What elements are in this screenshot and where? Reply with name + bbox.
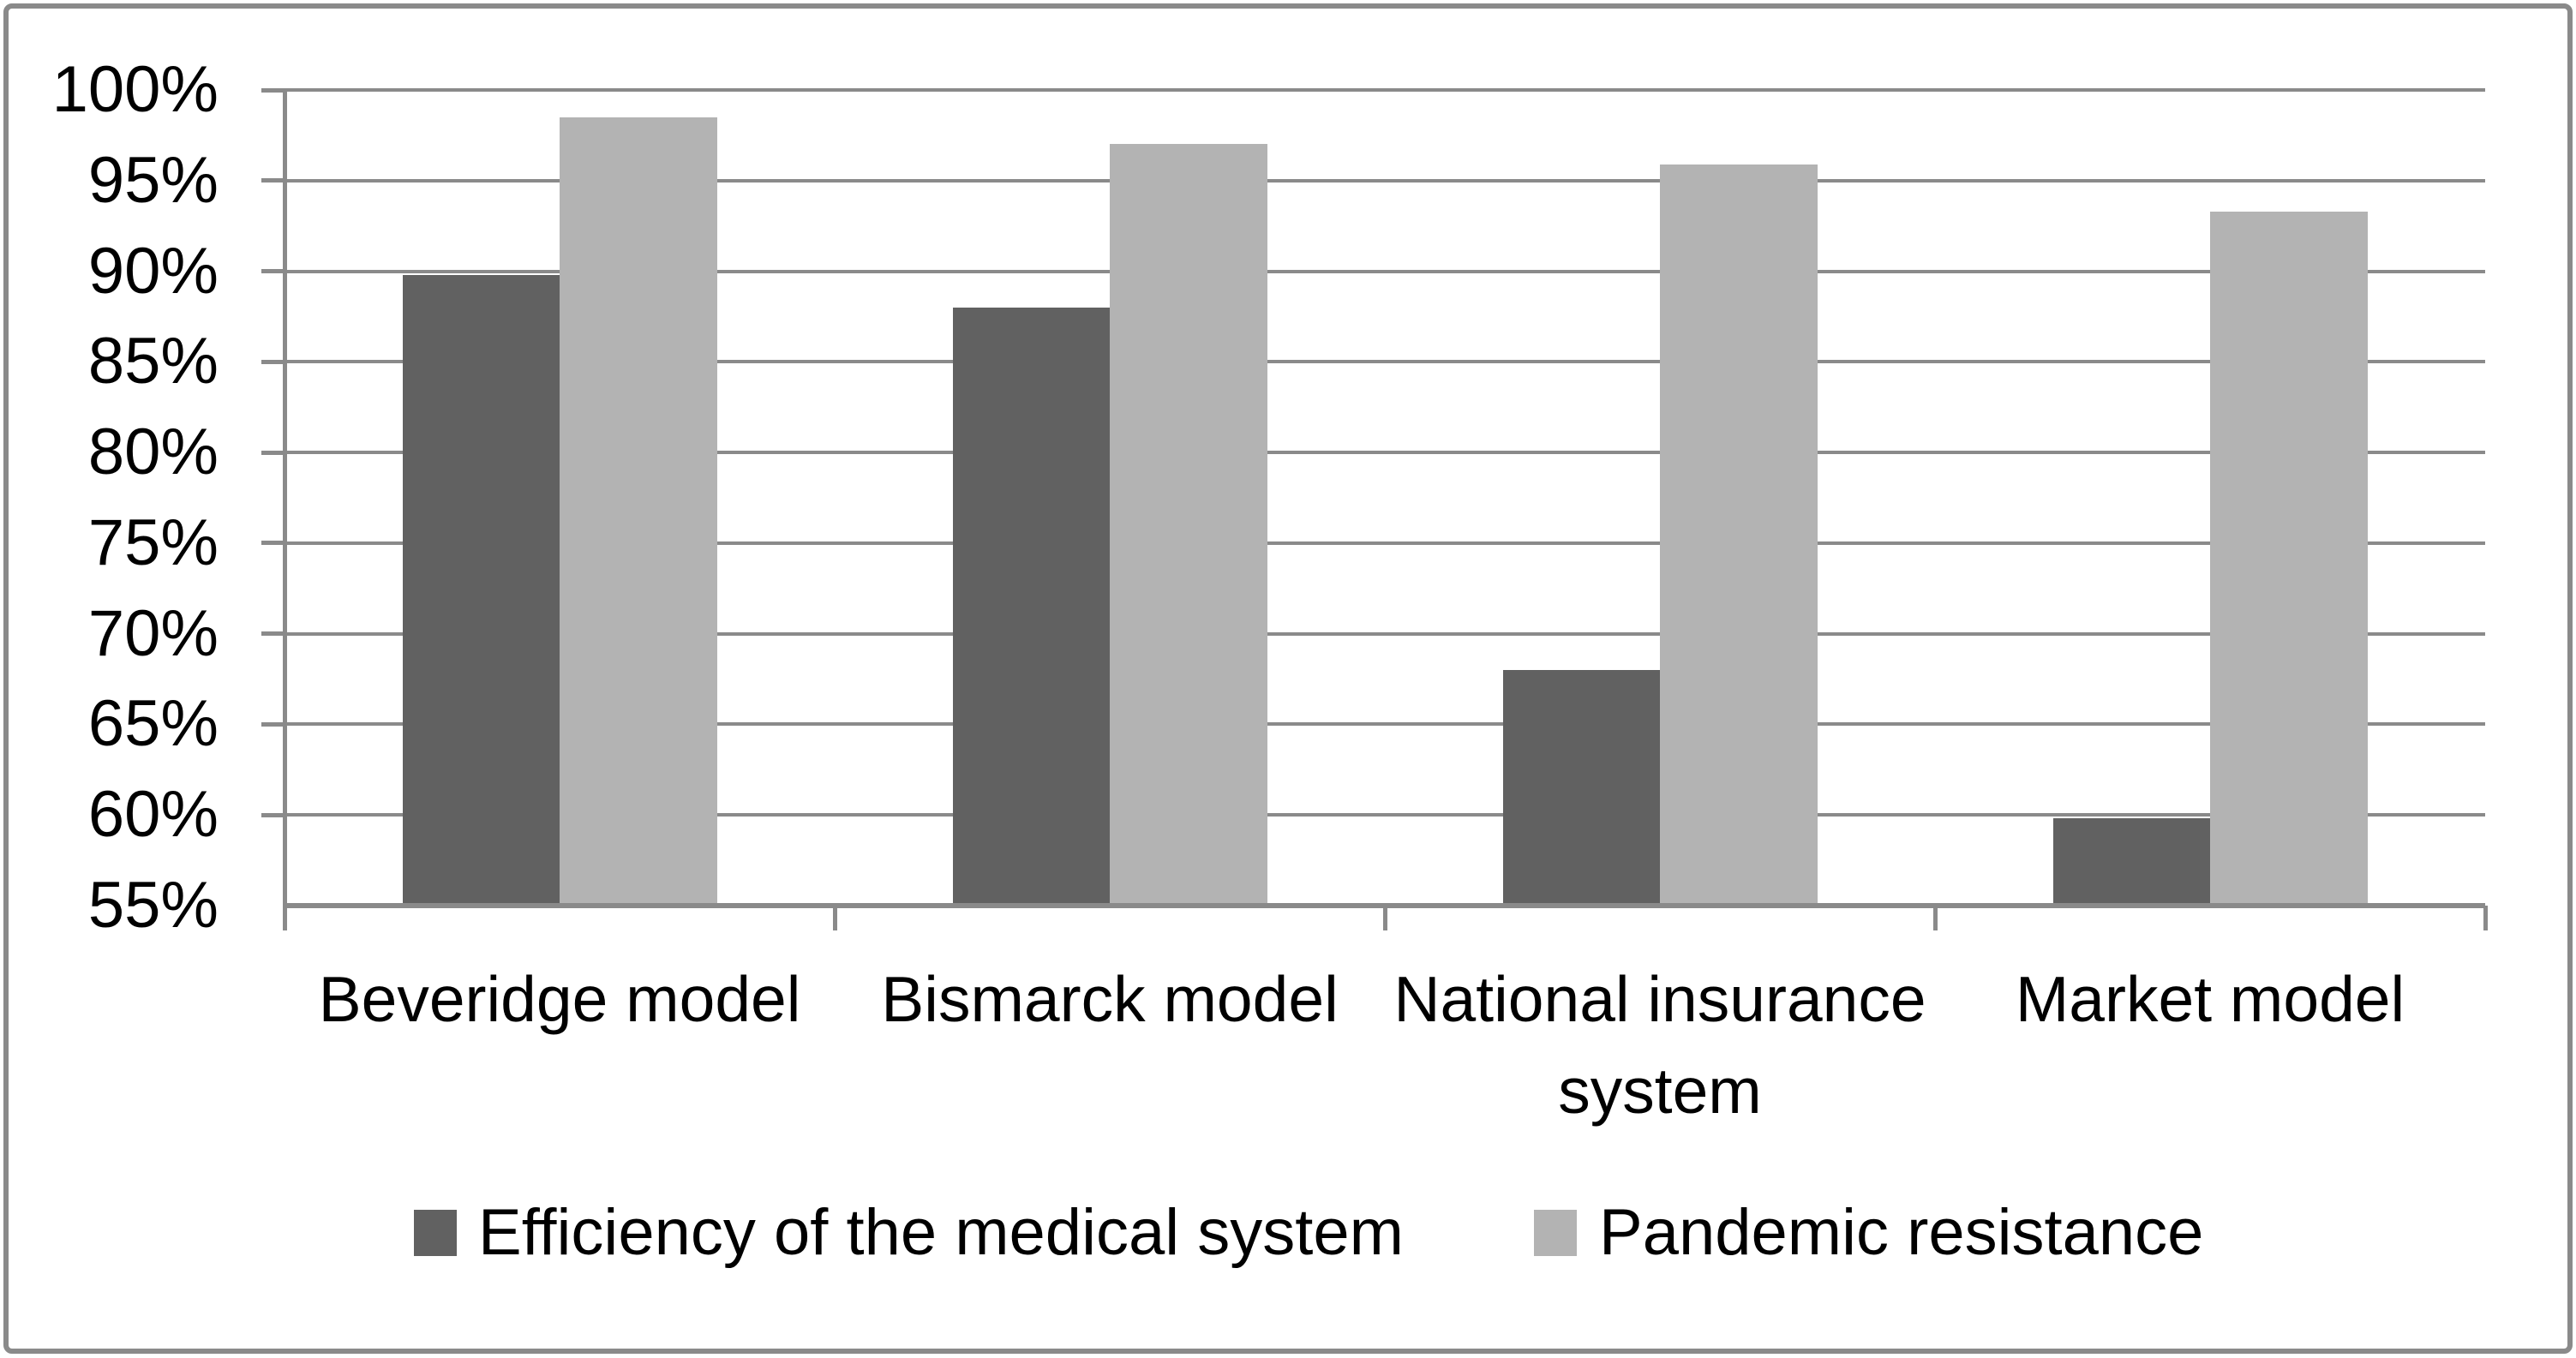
category-label-national-insurance-system: National insurance system — [1393, 963, 1926, 1127]
efficiency-of-the-medical-system-bar-bismarck-model — [952, 307, 1110, 906]
gridline-90pct — [285, 269, 2485, 273]
gridline-75pct — [285, 541, 2485, 545]
x-axis-tick-3 — [1932, 906, 1938, 930]
gridline-65pct — [285, 722, 2485, 727]
efficiency-of-the-medical-system-bar-beveridge-model — [402, 274, 560, 906]
gridline-85pct — [285, 360, 2485, 364]
y-axis-tick-90pct — [261, 269, 285, 274]
pandemic-resistance-bar-market-model — [2210, 211, 2368, 906]
x-axis-tick-0 — [282, 906, 287, 930]
y-tick-label-80pct: 80% — [87, 416, 219, 489]
y-axis-tick-75pct — [261, 541, 285, 546]
legend-label-pandemic-resistance: Pandemic resistance — [1599, 1196, 2204, 1269]
y-axis-tick-70pct — [261, 631, 285, 637]
y-tick-label-65pct: 65% — [87, 687, 219, 761]
y-axis-tick-65pct — [261, 721, 285, 727]
x-axis-tick-4 — [2483, 906, 2488, 930]
pandemic-resistance-bar-national-insurance-system — [1660, 164, 1818, 906]
category-label-beveridge-model: Beveridge model — [318, 963, 801, 1035]
y-tick-label-55pct: 55% — [87, 869, 219, 942]
y-tick-label-100pct: 100% — [51, 53, 219, 126]
plot-area — [261, 87, 2488, 930]
y-tick-label-70pct: 70% — [87, 596, 219, 670]
efficiency-of-the-medical-system-bar-market-model — [2052, 818, 2210, 906]
legend-swatch-efficiency-of-the-medical-system — [414, 1210, 457, 1256]
gridline-95pct — [285, 178, 2485, 182]
y-axis-tick-85pct — [261, 359, 285, 364]
x-axis-tick-2 — [1382, 906, 1387, 930]
gridline-80pct — [285, 451, 2485, 455]
y-axis-tick-95pct — [261, 178, 285, 183]
gridline-60pct — [285, 813, 2485, 817]
legend-swatch-pandemic-resistance — [1534, 1210, 1577, 1256]
y-tick-label-95pct: 95% — [87, 143, 219, 217]
gridline-100pct — [285, 88, 2485, 92]
y-tick-label-75pct: 75% — [87, 506, 219, 579]
y-tick-label-60pct: 60% — [87, 778, 219, 852]
x-axis-tick-1 — [832, 906, 837, 930]
pandemic-resistance-bar-bismarck-model — [1110, 144, 1267, 906]
legend-label-efficiency-of-the-medical-system: Efficiency of the medical system — [478, 1196, 1404, 1269]
category-label-market-model: Market model — [2015, 963, 2405, 1035]
y-axis-tick-60pct — [261, 812, 285, 817]
y-tick-label-90pct: 90% — [87, 234, 219, 308]
efficiency-of-the-medical-system-bar-national-insurance-system — [1502, 669, 1660, 906]
y-axis-tick-80pct — [261, 450, 285, 455]
category-label-bismarck-model: Bismarck model — [881, 963, 1339, 1035]
y-axis-line — [283, 90, 287, 930]
gridline-70pct — [285, 631, 2485, 636]
y-tick-label-85pct: 85% — [87, 325, 219, 398]
pandemic-resistance-bar-beveridge-model — [560, 117, 717, 906]
y-axis-tick-100pct — [261, 87, 285, 93]
